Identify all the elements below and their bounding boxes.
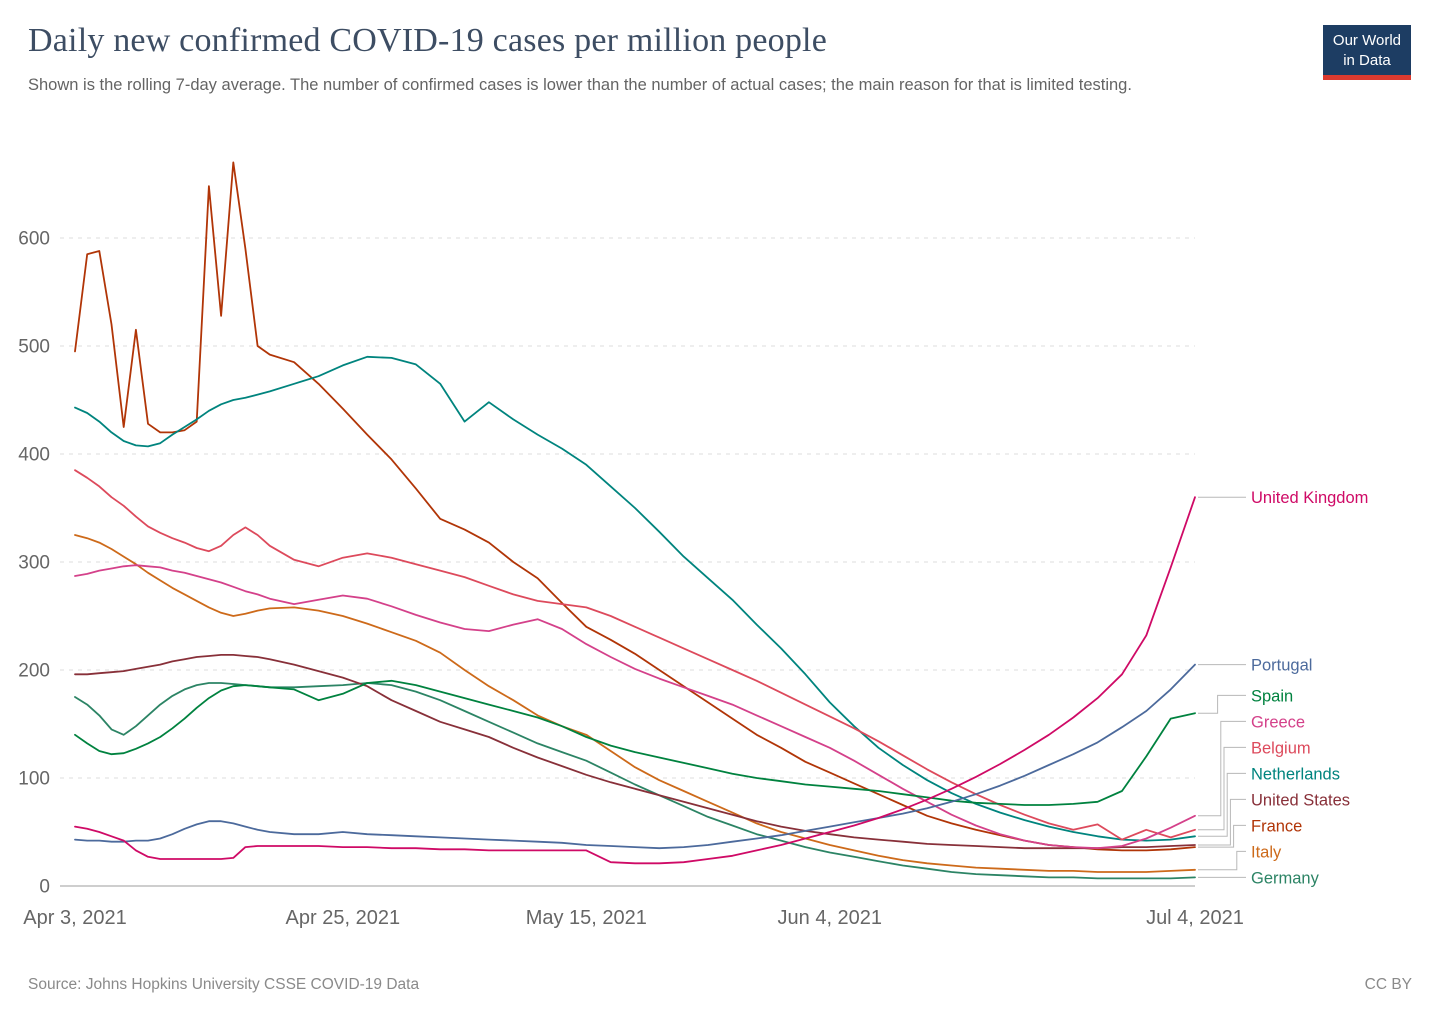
chart-footer: Source: Johns Hopkins University CSSE CO… <box>28 976 1412 994</box>
series-line-netherlands <box>74 355 1196 842</box>
legend-label-greece[interactable]: Greece <box>1251 713 1305 731</box>
legend-label-france[interactable]: France <box>1251 817 1302 835</box>
series-line-united-kingdom <box>74 496 1196 865</box>
legend-connector-spain <box>1198 694 1246 714</box>
series-line-united-states <box>74 654 1196 850</box>
legend-connector-belgium <box>1198 746 1246 831</box>
x-tick-label-jul-: Jul 4, 2021 <box>1146 907 1244 929</box>
legend-label-portugal[interactable]: Portugal <box>1251 657 1312 675</box>
legend-connector-italy <box>1198 850 1246 871</box>
series-line-portugal <box>74 663 1196 850</box>
series-line-germany <box>74 682 1196 880</box>
y-tick-label-600: 600 <box>18 229 50 250</box>
series-line-italy <box>74 534 1196 873</box>
owid-logo[interactable]: Our World in Data <box>1322 25 1411 80</box>
source-note: Source: Johns Hopkins University CSSE CO… <box>28 976 420 993</box>
x-tick-label-may-: May 15, 2021 <box>526 907 647 929</box>
legend-label-united-states[interactable]: United States <box>1251 791 1350 809</box>
legend-label-spain[interactable]: Spain <box>1251 687 1293 705</box>
x-tick-label-apr-: Apr 25, 2021 <box>286 907 401 929</box>
y-tick-label-0: 0 <box>39 877 50 898</box>
legend-connector-france <box>1198 824 1246 848</box>
legend-label-netherlands[interactable]: Netherlands <box>1251 765 1340 783</box>
legend-label-germany[interactable]: Germany <box>1251 869 1320 887</box>
chart-header: Daily new confirmed COVID-19 cases per m… <box>28 22 1412 99</box>
legend-connector-united-states <box>1198 798 1246 846</box>
y-tick-label-200: 200 <box>18 661 50 682</box>
license-badge[interactable]: CC BY <box>1364 976 1412 993</box>
series-line-france <box>74 161 1196 852</box>
legend-connector-netherlands <box>1198 772 1246 837</box>
x-tick-label-jun-: Jun 4, 2021 <box>778 907 883 929</box>
x-tick-label-apr-: Apr 3, 2021 <box>23 907 126 929</box>
owid-logo-line1: Our World <box>1332 32 1401 49</box>
y-tick-label-500: 500 <box>18 337 50 358</box>
legend-label-italy[interactable]: Italy <box>1251 843 1282 861</box>
owid-logo-line2: in Data <box>1343 52 1391 69</box>
y-tick-label-400: 400 <box>18 445 50 466</box>
y-tick-label-300: 300 <box>18 553 50 574</box>
chart-title: Daily new confirmed COVID-19 cases per m… <box>28 22 827 59</box>
y-tick-label-100: 100 <box>18 769 50 790</box>
legend-label-united-kingdom[interactable]: United Kingdom <box>1251 489 1368 507</box>
series-line-spain <box>74 679 1196 806</box>
chart-subtitle: Shown is the rolling 7-day average. The … <box>28 76 1132 94</box>
legend-connector-greece <box>1198 720 1246 817</box>
legend-label-belgium[interactable]: Belgium <box>1251 739 1311 757</box>
series-line-greece <box>74 564 1196 850</box>
